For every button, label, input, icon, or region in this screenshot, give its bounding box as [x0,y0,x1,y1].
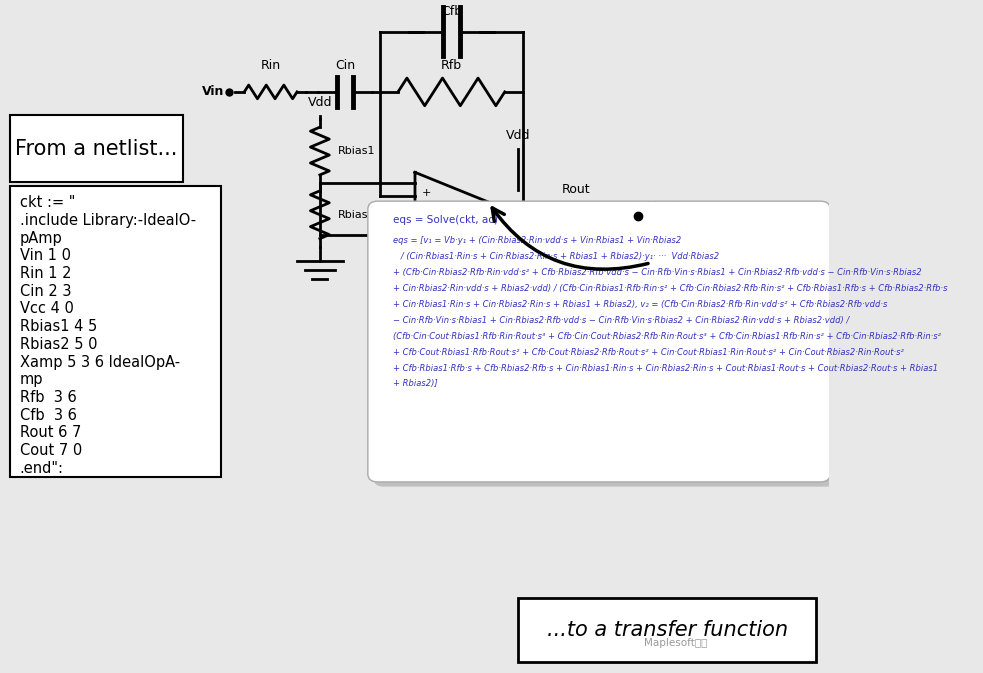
FancyArrowPatch shape [492,208,648,269]
Text: Vcc 4 0: Vcc 4 0 [20,302,74,316]
Text: ckt := ": ckt := " [20,195,75,210]
Text: Vdd: Vdd [308,96,332,109]
Text: Cout 7 0: Cout 7 0 [20,444,82,458]
FancyBboxPatch shape [368,201,831,482]
Text: −: − [422,227,431,237]
Text: − Cin·Rfb·Vin·s·Rbias1 + Cin·Rbias2·Rfb·vdd·s − Cin·Rfb·Vin·s·Rbias2 + Cin·Rbias: − Cin·Rfb·Vin·s·Rbias1 + Cin·Rbias2·Rfb·… [392,316,849,325]
Text: Rbias1 4 5: Rbias1 4 5 [20,319,97,334]
Text: Vin 1 0: Vin 1 0 [20,248,71,263]
Text: + Rbias2)]: + Rbias2)] [392,380,437,388]
Text: ...to a transfer function: ...to a transfer function [547,620,787,640]
Text: + Cfb·Rbias1·Rfb·s + Cfb·Rbias2·Rfb·s + Cin·Rbias1·Rin·s + Cin·Rbias2·Rin·s + Co: + Cfb·Rbias1·Rfb·s + Cfb·Rbias2·Rfb·s + … [392,363,938,373]
Text: Rbias1: Rbias1 [338,146,376,156]
Text: Cin 2 3: Cin 2 3 [20,284,71,299]
Text: .include Library:-IdealO-: .include Library:-IdealO- [20,213,196,228]
Text: .end":: .end": [20,461,64,476]
Text: eqs = [v₁ = Vb·y₁ + (Cin·Rbias2·Rin·vdd·s + Vin·Rbias1 + Vin·Rbias2: eqs = [v₁ = Vb·y₁ + (Cin·Rbias2·Rin·vdd·… [392,236,681,246]
Text: Cfb  3 6: Cfb 3 6 [20,408,77,423]
Text: Xamp 5 3 6 IdealOpA-: Xamp 5 3 6 IdealOpA- [20,355,180,369]
Text: Vout: Vout [647,199,679,213]
Text: Rbias2 5 0: Rbias2 5 0 [20,337,97,352]
Text: (Cfb·Cin·Cout·Rbias1·Rfb·Rin·Rout·s³ + Cfb·Cin·Cout·Rbias2·Rfb·Rin·Rout·s³ + Cfb: (Cfb·Cin·Cout·Rbias1·Rfb·Rin·Rout·s³ + C… [392,332,941,341]
Text: / (Cin·Rbias1·Rin·s + Cin·Rbias2·Rin·s + Rbias1 + Rbias2)·y₁· ···  Vdd·Rbias2: / (Cin·Rbias1·Rin·s + Cin·Rbias2·Rin·s +… [392,252,719,261]
Text: + (Cfb·Cin·Rbias2·Rfb·Rin·vdd·s² + Cfb·Rbias2·Rfb·vdd·s − Cin·Rfb·Vin·s·Rbias1 +: + (Cfb·Cin·Rbias2·Rfb·Rin·vdd·s² + Cfb·R… [392,269,921,277]
Text: Cin: Cin [335,59,355,72]
Text: + Cin·Rbias2·Rin·vdd·s + Rbias2·vdd) / (Cfb·Cin·Rbias1·Rfb·Rin·s² + Cfb·Cin·Rbia: + Cin·Rbias2·Rin·vdd·s + Rbias2·vdd) / (… [392,284,948,293]
Text: Rout 6 7: Rout 6 7 [20,425,81,440]
FancyBboxPatch shape [518,598,816,662]
Text: Rfb: Rfb [440,59,462,72]
Text: Maplesoft公司: Maplesoft公司 [644,639,707,649]
Text: Rfb  3 6: Rfb 3 6 [20,390,77,405]
FancyBboxPatch shape [10,186,220,477]
Text: + Cin·Rbias1·Rin·s + Cin·Rbias2·Rin·s + Rbias1 + Rbias2), v₂ = (Cfb·Cin·Rbias2·R: + Cin·Rbias1·Rin·s + Cin·Rbias2·Rin·s + … [392,300,887,309]
Text: Vdd: Vdd [506,129,531,142]
Text: Rout: Rout [562,183,591,196]
Text: + Cfb·Cout·Rbias1·Rfb·Rout·s² + Cfb·Cout·Rbias2·Rfb·Rout·s² + Cin·Cout·Rbias1·Ri: + Cfb·Cout·Rbias1·Rfb·Rout·s² + Cfb·Cout… [392,348,903,357]
FancyBboxPatch shape [10,115,184,182]
Text: pAmp: pAmp [20,231,62,246]
Text: Rin: Rin [260,59,281,72]
Text: Rbias1: Rbias1 [338,210,376,219]
Text: Cfb: Cfb [440,5,462,18]
Text: Rin 1 2: Rin 1 2 [20,266,71,281]
FancyBboxPatch shape [374,206,836,487]
Text: eqs = Solve(ckt, ac): eqs = Solve(ckt, ac) [392,215,497,225]
Text: +: + [422,188,431,198]
Text: Vin: Vin [202,85,225,98]
Text: From a netlist...: From a netlist... [16,139,178,159]
Text: Cout: Cout [597,263,626,276]
Text: mp: mp [20,372,43,388]
